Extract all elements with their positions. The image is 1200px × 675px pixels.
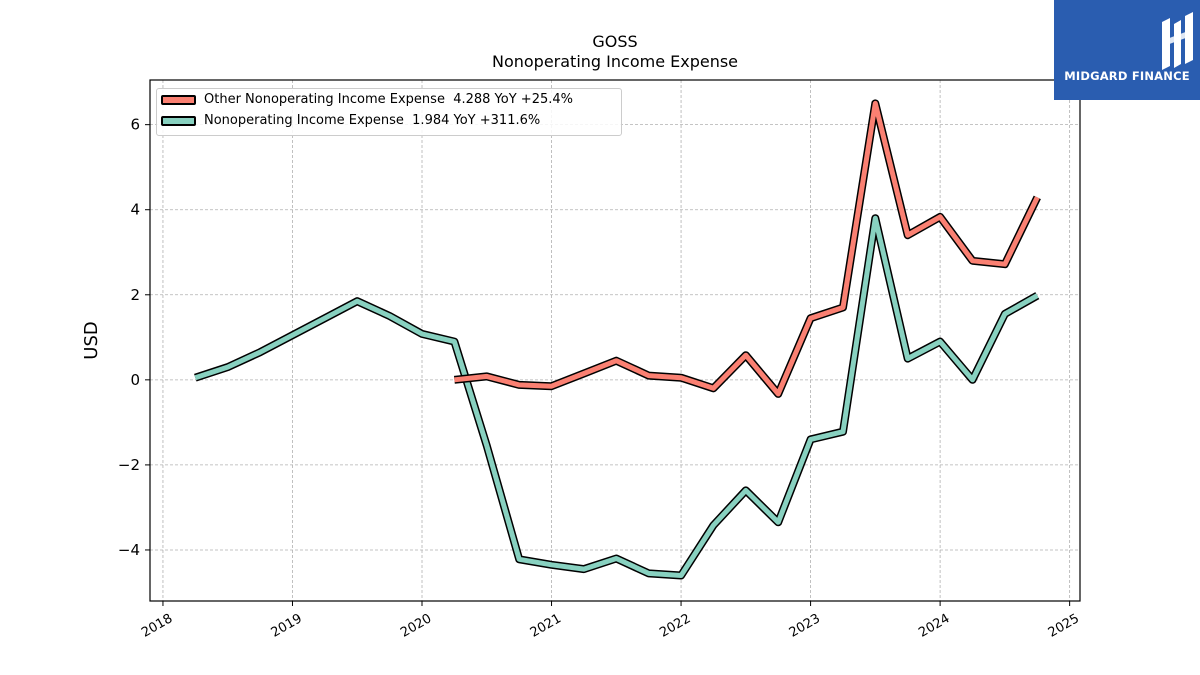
x-tick-label: 2019 bbox=[269, 611, 305, 641]
midgard-logo-icon bbox=[1162, 12, 1193, 70]
chart-subtitle: Nonoperating Income Expense bbox=[491, 52, 739, 71]
series-layer bbox=[194, 99, 1041, 580]
x-tick-label: 2018 bbox=[139, 611, 175, 641]
y-tick-label: 2 bbox=[130, 286, 140, 304]
x-tick-label: 2020 bbox=[398, 611, 434, 641]
y-axis-label: USD bbox=[81, 321, 102, 359]
x-tick-label: 2024 bbox=[916, 611, 952, 641]
x-tick-label: 2021 bbox=[528, 611, 564, 641]
brand-logo: MIDGARD FINANCE bbox=[1054, 0, 1200, 100]
x-tick-label: 2022 bbox=[657, 611, 693, 641]
y-tick-label: −4 bbox=[118, 541, 140, 559]
series-line-fill bbox=[454, 100, 1040, 397]
chart-title: GOSS bbox=[592, 32, 638, 51]
legend-swatch bbox=[161, 95, 196, 105]
y-tick-label: 0 bbox=[130, 371, 140, 389]
x-tick-label: 2023 bbox=[787, 611, 823, 641]
y-tick-label: 4 bbox=[130, 201, 140, 219]
plot-frame bbox=[149, 79, 1081, 602]
y-tick-label: 6 bbox=[130, 116, 140, 134]
y-axis: 6 4 2 0 −2 −4 bbox=[118, 116, 150, 559]
series-line bbox=[194, 214, 1040, 580]
x-axis: 2018 2019 2020 2021 2022 2023 2024 2025 bbox=[139, 601, 1082, 641]
legend-label: Nonoperating Income Expense 1.984 YoY +3… bbox=[204, 113, 541, 128]
legend-swatch bbox=[161, 116, 196, 126]
legend-item: Other Nonoperating Income Expense 4.288 … bbox=[157, 90, 621, 110]
series-line-outline bbox=[194, 214, 1040, 580]
legend: Other Nonoperating Income Expense 4.288 … bbox=[156, 88, 622, 136]
y-tick-label: −2 bbox=[118, 456, 140, 474]
series-line-fill bbox=[194, 215, 1039, 578]
series-line bbox=[453, 99, 1041, 398]
legend-label: Other Nonoperating Income Expense 4.288 … bbox=[204, 92, 573, 107]
legend-item: Nonoperating Income Expense 1.984 YoY +3… bbox=[157, 111, 621, 131]
x-tick-label: 2025 bbox=[1046, 611, 1082, 641]
brand-name: MIDGARD FINANCE bbox=[1064, 69, 1190, 83]
